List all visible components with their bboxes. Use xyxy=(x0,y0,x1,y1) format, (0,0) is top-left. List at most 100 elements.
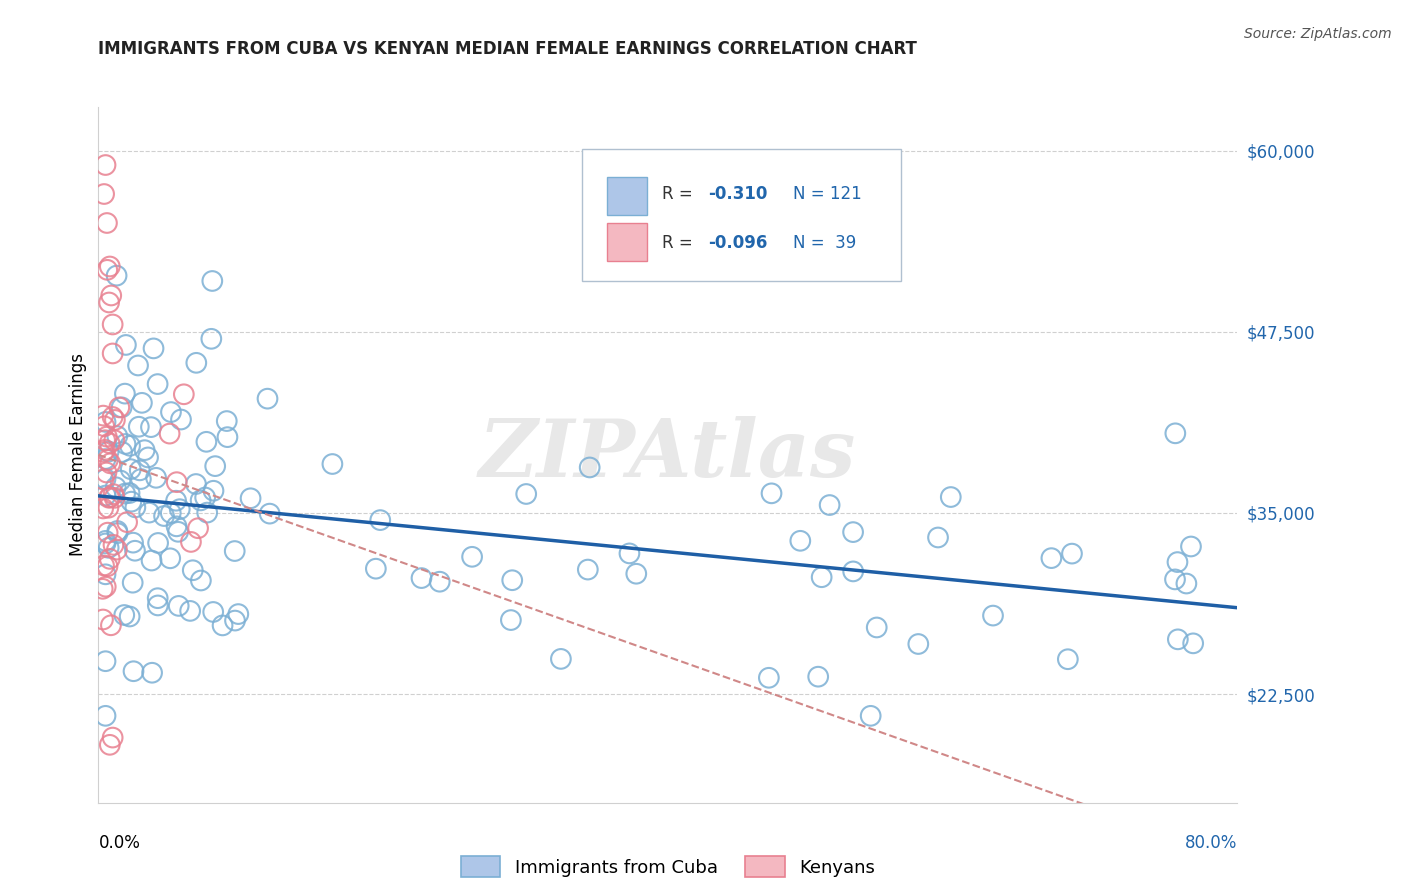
FancyBboxPatch shape xyxy=(607,223,647,261)
Point xyxy=(107,526,129,541)
Point xyxy=(200,332,222,346)
Point xyxy=(110,474,132,488)
Point xyxy=(101,318,124,332)
Point xyxy=(121,575,143,590)
Point xyxy=(96,430,118,444)
Point xyxy=(120,439,142,453)
Point xyxy=(578,460,600,475)
Point xyxy=(105,268,128,283)
Point xyxy=(1040,551,1063,566)
Point xyxy=(94,708,117,723)
Point xyxy=(187,521,209,535)
Point xyxy=(111,445,134,459)
Point xyxy=(981,608,1004,623)
Point xyxy=(167,524,190,539)
Point xyxy=(108,401,131,415)
Point xyxy=(100,288,122,302)
Point xyxy=(145,471,167,485)
Point xyxy=(97,500,120,515)
Point xyxy=(429,574,451,589)
Point xyxy=(114,486,136,500)
Point xyxy=(141,553,163,567)
Point xyxy=(97,525,120,540)
Point xyxy=(842,565,865,579)
Text: N = 121: N = 121 xyxy=(793,185,862,203)
Point xyxy=(170,412,193,426)
Point xyxy=(91,473,114,487)
Text: 80.0%: 80.0% xyxy=(1185,834,1237,852)
Point xyxy=(100,618,122,632)
Text: -0.096: -0.096 xyxy=(707,234,768,252)
Point xyxy=(138,506,160,520)
Point xyxy=(96,263,118,277)
Point xyxy=(368,513,391,527)
Point xyxy=(98,456,121,470)
Point xyxy=(239,491,262,506)
Point xyxy=(129,472,152,486)
Point xyxy=(146,536,169,550)
Point xyxy=(118,486,141,500)
Point xyxy=(103,433,125,447)
Point xyxy=(1180,540,1202,554)
Point xyxy=(98,552,121,566)
Text: -0.310: -0.310 xyxy=(707,185,768,203)
FancyBboxPatch shape xyxy=(607,177,647,215)
Point xyxy=(101,409,124,424)
Point xyxy=(94,433,117,447)
Point xyxy=(195,434,218,449)
Point xyxy=(94,489,117,503)
Point xyxy=(115,338,138,352)
Point xyxy=(217,430,239,444)
Point xyxy=(186,356,208,370)
Point xyxy=(167,599,190,613)
Point xyxy=(103,491,125,505)
Point xyxy=(105,542,128,557)
Point xyxy=(98,436,121,450)
Point xyxy=(98,260,121,274)
Y-axis label: Median Female Earnings: Median Female Earnings xyxy=(69,353,87,557)
Point xyxy=(1182,636,1205,650)
Point xyxy=(866,620,889,634)
Text: IMMIGRANTS FROM CUBA VS KENYAN MEDIAN FEMALE EARNINGS CORRELATION CHART: IMMIGRANTS FROM CUBA VS KENYAN MEDIAN FE… xyxy=(98,40,917,58)
Point xyxy=(166,519,188,533)
Point xyxy=(159,551,181,566)
Point xyxy=(1060,547,1083,561)
Point xyxy=(160,405,183,419)
Point xyxy=(104,413,127,427)
Point xyxy=(501,573,523,587)
Legend: Immigrants from Cuba, Kenyans: Immigrants from Cuba, Kenyans xyxy=(454,849,882,884)
Point xyxy=(94,442,117,457)
Point xyxy=(789,533,811,548)
Point xyxy=(576,563,599,577)
Point xyxy=(224,614,246,628)
Point xyxy=(818,498,841,512)
Point xyxy=(1164,573,1187,587)
Point xyxy=(105,524,128,538)
Point xyxy=(104,480,127,494)
Point xyxy=(94,654,117,668)
Point xyxy=(1056,652,1078,666)
Point xyxy=(842,525,865,540)
Text: ZIPAtlas: ZIPAtlas xyxy=(479,417,856,493)
Point xyxy=(146,377,169,392)
Point xyxy=(202,483,225,498)
Point xyxy=(190,574,212,588)
Point xyxy=(93,558,115,573)
Point xyxy=(101,731,124,745)
Point xyxy=(91,501,114,516)
Point xyxy=(124,500,146,515)
Point xyxy=(114,437,136,451)
Point xyxy=(94,567,117,582)
Point xyxy=(927,531,949,545)
Point xyxy=(159,506,181,520)
Point xyxy=(120,494,142,508)
Point xyxy=(122,535,145,549)
Point xyxy=(120,462,142,476)
Point xyxy=(114,386,136,401)
Point xyxy=(91,613,114,627)
Point xyxy=(619,546,641,560)
Point xyxy=(112,607,135,622)
Point xyxy=(93,187,115,202)
Point xyxy=(141,665,163,680)
Point xyxy=(461,549,484,564)
